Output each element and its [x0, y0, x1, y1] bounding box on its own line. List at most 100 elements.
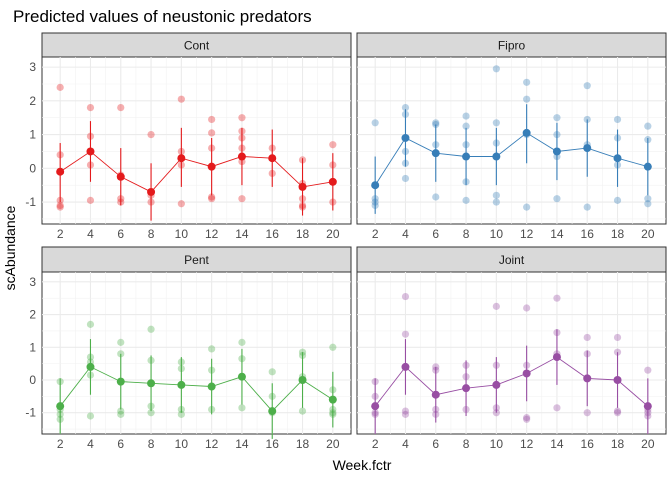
- x-tick-label: 10: [490, 437, 504, 451]
- observed-point: [613, 196, 622, 204]
- x-tick-label: 6: [117, 437, 124, 451]
- observed-point: [462, 122, 470, 130]
- predicted-line: [59, 366, 334, 412]
- predicted-point: [328, 177, 337, 186]
- predicted-line: [59, 150, 333, 193]
- chart-title: Predicted values of neustonic predators: [13, 7, 312, 26]
- observed-point: [553, 294, 561, 302]
- predicted-point: [401, 133, 410, 142]
- observed-point: [208, 195, 216, 203]
- observed-point: [329, 141, 337, 149]
- observed-point: [644, 195, 652, 203]
- x-tick-label: 16: [581, 227, 595, 241]
- observed-point: [553, 114, 561, 122]
- predicted-point: [207, 162, 216, 171]
- predicted-point: [56, 402, 65, 411]
- x-axis-title: Week.fctr: [333, 457, 392, 473]
- x-tick-label: 12: [205, 437, 219, 451]
- y-tick-label: 0: [29, 373, 36, 387]
- x-tick-label: 12: [520, 437, 534, 451]
- x-tick-label: 20: [326, 437, 340, 451]
- predicted-point: [552, 147, 561, 156]
- strip-cont: [41, 32, 352, 58]
- x-tick-label: 20: [326, 227, 340, 241]
- observed-point: [56, 201, 64, 210]
- predicted-point: [147, 379, 156, 388]
- predicted-point: [583, 374, 592, 383]
- observed-point: [86, 412, 95, 420]
- x-tick-label: 18: [611, 227, 625, 241]
- observed-point: [492, 65, 500, 73]
- predicted-point: [116, 172, 125, 181]
- x-tick-label: 6: [432, 437, 439, 451]
- x-tick-label: 8: [148, 227, 155, 241]
- gridlines: [357, 57, 666, 224]
- predicted-point: [492, 152, 501, 161]
- x-tick-label: 2: [57, 227, 64, 241]
- panel-fipro: Fipro 2 4 6 8 10 12 14 16 18 20: [356, 32, 667, 241]
- observed-point: [208, 129, 216, 137]
- strip-label: Joint: [499, 253, 525, 267]
- predicted-point: [116, 377, 125, 386]
- x-tick-label: 2: [372, 227, 379, 241]
- observed-point: [56, 203, 64, 211]
- y-tick-label: 1: [29, 128, 36, 142]
- predicted-points: [371, 128, 652, 190]
- x-tick-label: 18: [296, 437, 310, 451]
- observed-point: [56, 83, 64, 91]
- x-tick-label: 16: [266, 437, 280, 451]
- predicted-point: [431, 149, 440, 158]
- observed-point: [644, 122, 652, 130]
- predicted-point: [522, 128, 531, 137]
- observed-point: [523, 304, 531, 312]
- observed-point: [238, 404, 246, 412]
- observed-point: [86, 104, 95, 112]
- predicted-point: [328, 395, 337, 404]
- observed-point: [117, 410, 125, 418]
- observed-point: [401, 410, 410, 418]
- predicted-points: [56, 362, 337, 416]
- x-tick-label: 6: [432, 227, 439, 241]
- predicted-point: [431, 390, 440, 399]
- predicted-point: [613, 154, 622, 163]
- observed-point: [492, 191, 500, 199]
- x-tick-label: 18: [296, 227, 310, 241]
- x-tick-label: 4: [402, 437, 409, 451]
- observed-point: [432, 119, 440, 127]
- observed-point: [401, 407, 410, 415]
- predicted-point: [237, 152, 246, 161]
- observed-point: [492, 119, 500, 127]
- x-tick-label: 14: [235, 437, 249, 451]
- x-tick-label: 8: [463, 227, 470, 241]
- strip-label: Fipro: [498, 39, 526, 53]
- observed-point: [177, 200, 185, 208]
- x-tick-label: 14: [235, 227, 249, 241]
- observed-point: [553, 195, 561, 203]
- predicted-point: [492, 380, 501, 389]
- x-tick-label: 12: [520, 227, 534, 241]
- gridlines: [42, 272, 351, 434]
- observed-point: [371, 119, 379, 127]
- predicted-point: [298, 182, 307, 191]
- observed-point: [523, 415, 531, 423]
- predicted-point: [583, 144, 592, 153]
- x-tick-label: 4: [87, 227, 94, 241]
- x-tick-label: 8: [463, 437, 470, 451]
- strip-joint: [356, 246, 667, 273]
- x-tick-label: 20: [641, 437, 655, 451]
- observed-point: [238, 338, 246, 346]
- x-tick-label: 12: [205, 227, 219, 241]
- observed-point: [401, 174, 410, 183]
- strip-label: Cont: [184, 39, 210, 53]
- predicted-point: [613, 376, 622, 384]
- observed-point: [583, 203, 591, 211]
- observed-point: [86, 196, 95, 204]
- observed-point: [86, 320, 95, 328]
- x-tick-label: 4: [87, 437, 94, 451]
- x-tick-label: 10: [490, 227, 504, 241]
- predicted-point: [268, 154, 277, 163]
- observed-point: [147, 325, 155, 333]
- observed-point: [644, 366, 652, 374]
- observed-point: [492, 302, 500, 310]
